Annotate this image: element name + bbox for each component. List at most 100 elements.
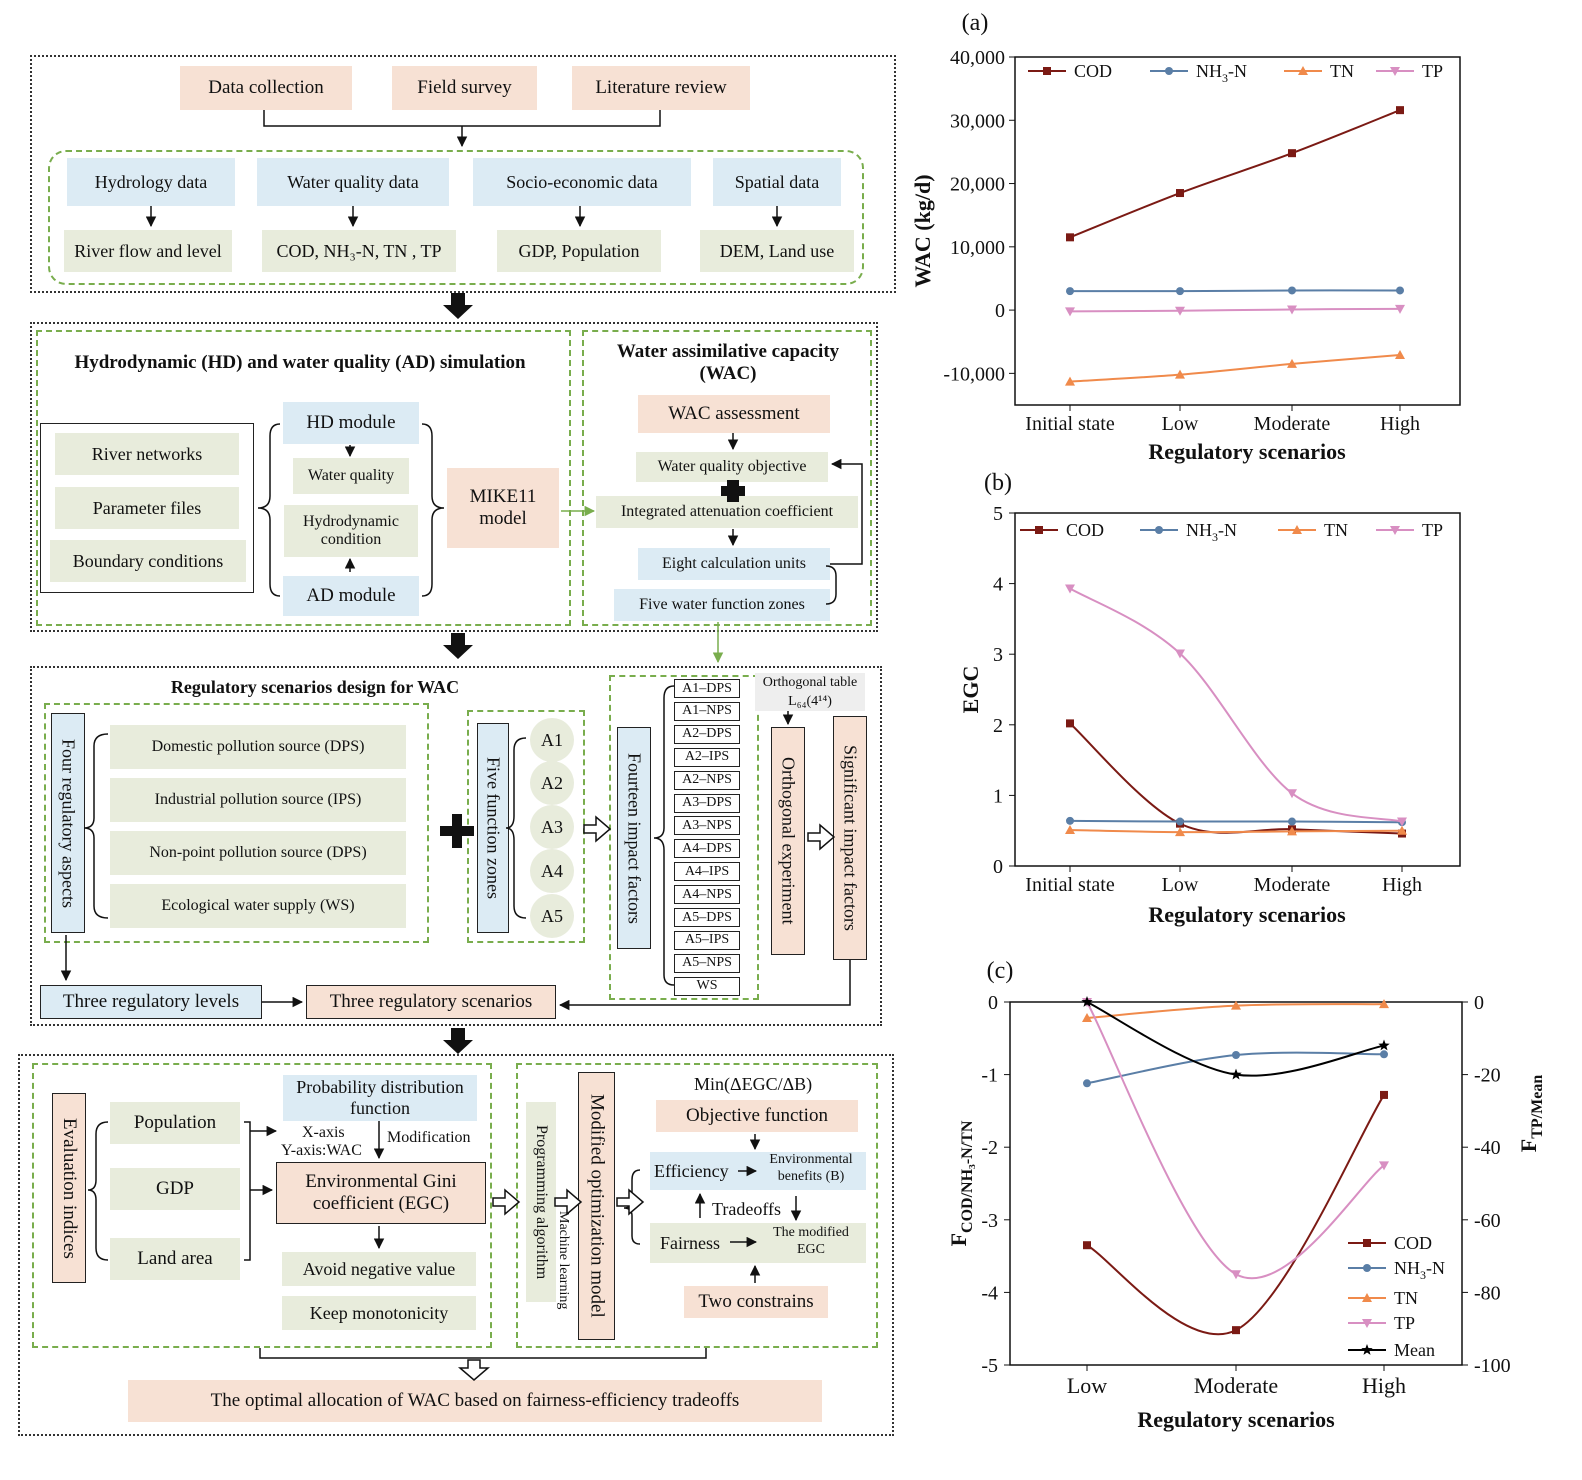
inputs-frame [40, 423, 254, 593]
data-point [1035, 526, 1043, 534]
wq-params-box: COD, NH₃-N, TN , TP [262, 230, 456, 272]
egc-box: Environmental Gini coefficient (EGC) [276, 1162, 486, 1224]
dem-landuse-box: DEM, Land use [700, 230, 854, 272]
legend-label: TP [1422, 520, 1443, 540]
eight-units-box: Eight calculation units [638, 548, 830, 580]
data-point [1176, 189, 1184, 198]
panel-label: (c) [987, 958, 1014, 984]
series-line [1069, 722, 1403, 835]
factor-item: A3–NPS [674, 816, 740, 836]
data-point [1176, 287, 1184, 296]
yaxis-label: Y-axis:WAC [281, 1142, 362, 1159]
legend-label: NH3-N [1186, 520, 1237, 544]
data-point [1287, 358, 1297, 368]
aspects-frame [44, 703, 429, 943]
fairness-box [650, 1223, 866, 1263]
model-frame [516, 1063, 878, 1348]
panel-label: (a) [962, 10, 989, 36]
factor-item: A3–DPS [674, 793, 740, 813]
data-point [1083, 1079, 1091, 1088]
y-tick-label: 10,000 [950, 237, 1005, 259]
hd-frame [36, 330, 571, 626]
river-flow-box: River flow and level [64, 230, 232, 272]
wac-title: Water assimilative capacity (WAC) [616, 341, 840, 384]
y-right-tick-label: -40 [1474, 1137, 1501, 1159]
legend-label: -N [1426, 1258, 1445, 1278]
legend-sub: 3 [1222, 71, 1228, 85]
data-point [1065, 307, 1075, 317]
data-point [1378, 1039, 1390, 1051]
data-point [1043, 67, 1051, 75]
data-point [1292, 525, 1302, 534]
data-point [1066, 233, 1074, 242]
legend-label: -N [1228, 61, 1247, 81]
y-axis-label: WAC (kg/d) [910, 174, 935, 287]
data-point [1396, 286, 1404, 295]
factor-item: A1–DPS [674, 679, 740, 698]
pdf-box: Probability distribution function [283, 1075, 477, 1121]
factor-item: A5–DPS [674, 908, 740, 927]
ad-module-box: AD module [283, 576, 419, 616]
optimal-allocation-box: The optimal allocation of WAC based on f… [128, 1380, 822, 1422]
wac-frame [582, 330, 872, 626]
panel-label: (b) [984, 470, 1012, 496]
wq-objective-box: Water quality objective [636, 452, 828, 482]
hd-module-box: HD module [283, 402, 419, 444]
env-benefits-label: Environmental benefits (B) [769, 1152, 853, 1184]
zone-a4: A4 [530, 849, 574, 893]
zone-a5: A5 [530, 894, 574, 938]
x-tick-label: Moderate [1194, 1373, 1278, 1398]
fairness-label: Fairness [660, 1233, 720, 1253]
zone-a1: A1 [530, 718, 574, 762]
data-categories-frame [48, 150, 864, 285]
modified-optimization-box: Modified optimization model [578, 1072, 615, 1340]
gdp-pop-box: GDP, Population [497, 230, 661, 272]
y-tick-label: 30,000 [950, 110, 1005, 132]
data-point [1066, 719, 1074, 728]
legend-label: NH3-N [1196, 61, 1247, 85]
evaluation-indices-box: Evaluation indices [52, 1093, 86, 1283]
aspect-nps-box: Non-point pollution source (DPS) [110, 831, 406, 875]
legend-label: Mean [1394, 1340, 1435, 1360]
series-line [1069, 354, 1401, 383]
two-constraints-box: Two constrains [684, 1286, 828, 1318]
y-tick-label: -5 [981, 1355, 998, 1377]
x-tick-label: Low [1162, 874, 1199, 896]
x-tick-label: Moderate [1254, 874, 1331, 896]
data-point [1175, 827, 1185, 837]
ortho-experiment-box: Orthogonal experiment [771, 727, 805, 955]
y-tick-label: -10,000 [943, 363, 1005, 385]
aspect-dps-box: Domestic pollution source (DPS) [110, 725, 406, 769]
hd-title: Hydrodynamic (HD) and water quality (AD)… [74, 352, 526, 374]
population-box: Population [110, 1102, 240, 1144]
data-point [1298, 66, 1308, 75]
series-line [1069, 289, 1401, 293]
charts-area: (a) -10,000 0 10,000 20,000 30,000 40,000 Initi… [910, 10, 1546, 1432]
legend-label: TN [1330, 61, 1354, 81]
data-point [1232, 1326, 1240, 1335]
x-axis-label: Regulatory scenarios [1148, 902, 1346, 927]
data-collection-box: Data collection [180, 66, 352, 110]
y-tick-label: 0 [988, 992, 998, 1014]
factor-item: A1–NPS [674, 701, 740, 721]
legend-label: COD [1394, 1233, 1432, 1253]
legend-label: TP [1394, 1313, 1415, 1333]
factor-item: WS [674, 976, 740, 996]
factor-item: A4–DPS [674, 839, 740, 859]
field-survey-box: Field survey [392, 66, 537, 110]
factor-item: A4–NPS [674, 885, 740, 905]
x-tick-label: Low [1162, 413, 1199, 435]
data-point [1379, 999, 1389, 1009]
data-point [1396, 106, 1404, 115]
factor-item: A4–IPS [674, 862, 740, 882]
land-area-box: Land area [110, 1238, 240, 1280]
data-section [30, 55, 896, 293]
keep-monotonicity-box: Keep monotonicity [282, 1296, 476, 1330]
y-tick-label: -1 [981, 1065, 998, 1087]
water-quality-data-box: Water quality data [257, 158, 449, 206]
flow-connectors [60, 110, 863, 1381]
egc-frame [32, 1063, 492, 1348]
x-tick-label: Initial state [1025, 874, 1115, 896]
data-point [1380, 1090, 1388, 1099]
x-tick-label: Initial state [1025, 413, 1115, 435]
